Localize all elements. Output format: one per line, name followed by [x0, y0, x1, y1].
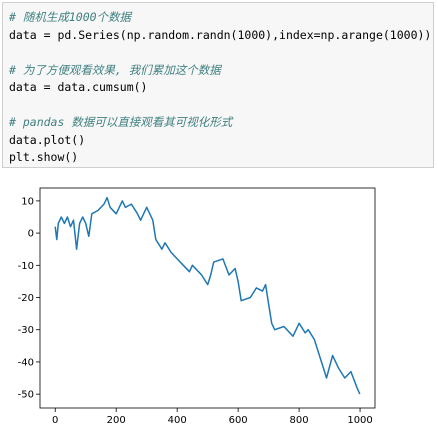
code-line [9, 97, 427, 115]
x-tick-label: 0 [52, 415, 58, 426]
y-tick-label: -30 [18, 325, 34, 336]
code-line: # 随机生成1000个数据 [9, 10, 132, 24]
code-line: data = pd.Series(np.random.randn(1000),i… [9, 27, 432, 42]
y-tick-label: -20 [18, 293, 34, 304]
y-tick-label: -50 [18, 390, 34, 401]
data-line [54, 196, 361, 395]
x-tick-label: 600 [229, 415, 248, 426]
y-tick-label: 0 [28, 229, 34, 240]
y-tick-label: -10 [18, 261, 34, 272]
code-line: data = data.cumsum() [9, 80, 148, 94]
code-cell[interactable]: # 随机生成1000个数据 data = pd.Series(np.random.… [2, 2, 434, 168]
code-line: plt.show() [9, 150, 79, 164]
code-line: # pandas 数据可以直接观看其可视化形式 [9, 115, 233, 129]
code-line: data.plot() [9, 132, 86, 147]
code-line: # 为了方便观看效果, 我们累加这个数据 [9, 62, 221, 77]
code-line [9, 44, 427, 62]
x-tick-label: 1000 [347, 415, 372, 426]
x-tick-label: 200 [107, 415, 126, 426]
x-tick-label: 400 [168, 415, 187, 426]
x-tick-label: 800 [290, 415, 309, 426]
y-tick-label: -40 [18, 357, 34, 368]
y-tick-label: 10 [21, 196, 34, 207]
plot-frame [39, 187, 376, 409]
